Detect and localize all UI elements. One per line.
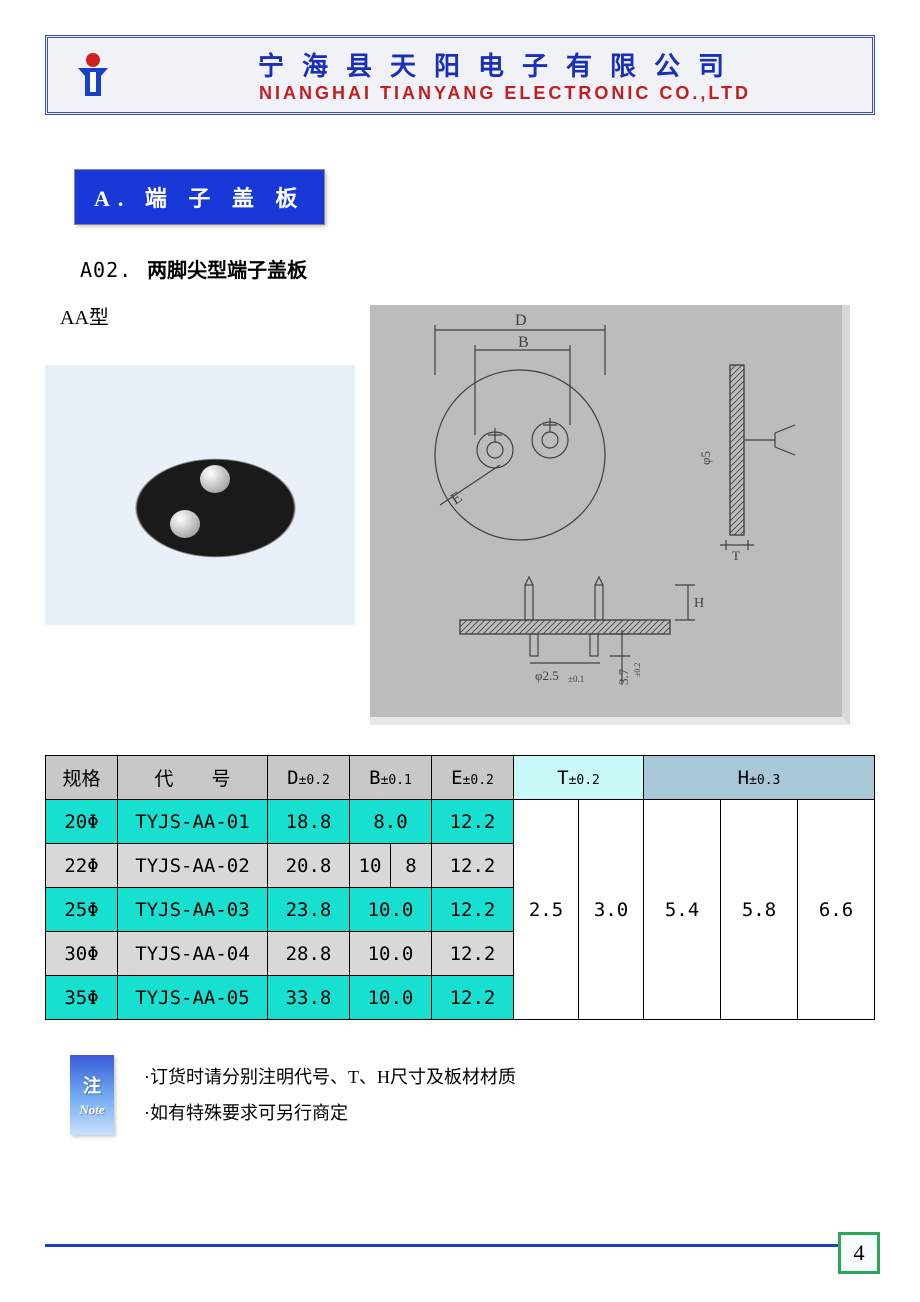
table-cell: 6.6 [797, 800, 874, 1020]
table-cell: 33.8 [268, 976, 350, 1020]
svg-text:E: E [448, 489, 465, 509]
table-body: 20ΦTYJS-AA-0118.88.012.22.53.05.45.86.62… [46, 800, 875, 1020]
note-tab: 注 Note [70, 1055, 114, 1135]
company-logo [68, 50, 118, 100]
svg-text:H: H [694, 596, 704, 611]
col-h: H±0.3 [644, 756, 875, 800]
table-cell: 10.0 [350, 976, 432, 1020]
section-badge: A. 端 子 盖 板 [75, 170, 324, 224]
company-name-block: 宁海县天阳电子有限公司 NIANGHAI TIANYANG ELECTRONIC… [148, 46, 852, 104]
svg-text:φ5: φ5 [698, 451, 713, 465]
table-cell: 22Φ [46, 844, 118, 888]
product-photo [45, 365, 355, 625]
col-e: E±0.2 [432, 756, 514, 800]
table-cell: 3.0 [579, 800, 644, 1020]
spec-table: 规格 代 号 D±0.2 B±0.1 E±0.2 T±0.2 H±0.3 20Φ… [45, 755, 875, 1020]
svg-text:D: D [515, 312, 527, 329]
table-cell: 8 [391, 844, 432, 888]
table-row: 20ΦTYJS-AA-0118.88.012.22.53.05.45.86.6 [46, 800, 875, 844]
table-cell: 5.8 [720, 800, 797, 1020]
table-cell: 20Φ [46, 800, 118, 844]
table-cell: 35Φ [46, 976, 118, 1020]
table-cell: 25Φ [46, 888, 118, 932]
company-name-cn: 宁海县天阳电子有限公司 [148, 46, 852, 83]
subtitle-code: A02. [80, 258, 132, 282]
notes-block: 注 Note ·订货时请分别注明代号、T、H尺寸及板材材质 ·如有特殊要求可另行… [70, 1055, 875, 1135]
section-subtitle: A02. 两脚尖型端子盖板 [80, 254, 875, 283]
svg-text:T: T [732, 548, 740, 563]
svg-text:B: B [518, 334, 529, 351]
subtitle-text: 两脚尖型端子盖板 [147, 260, 307, 282]
table-cell: TYJS-AA-02 [118, 844, 268, 888]
table-cell: 10 [350, 844, 391, 888]
table-cell: 12.2 [432, 888, 514, 932]
section-badge-text: A. 端 子 盖 板 [94, 186, 305, 211]
table-cell: 20.8 [268, 844, 350, 888]
col-spec: 规格 [46, 756, 118, 800]
table-cell: TYJS-AA-05 [118, 976, 268, 1020]
col-d: D±0.2 [268, 756, 350, 800]
company-header: 宁海县天阳电子有限公司 NIANGHAI TIANYANG ELECTRONIC… [45, 35, 875, 115]
note-tab-cn: 注 [83, 1072, 101, 1098]
table-cell: 10.0 [350, 888, 432, 932]
note-line-2: ·如有特殊要求可另行商定 [144, 1095, 516, 1131]
table-cell: 18.8 [268, 800, 350, 844]
table-cell: 10.0 [350, 932, 432, 976]
table-cell: 12.2 [432, 844, 514, 888]
table-cell: TYJS-AA-01 [118, 800, 268, 844]
table-cell: 12.2 [432, 976, 514, 1020]
svg-text:±0.2: ±0.2 [633, 663, 642, 677]
col-t: T±0.2 [514, 756, 644, 800]
company-name-en: NIANGHAI TIANYANG ELECTRONIC CO.,LTD [148, 83, 852, 104]
engineering-diagram: D B E φ5 T [370, 305, 850, 725]
table-cell: 12.2 [432, 932, 514, 976]
note-tab-en: Note [79, 1102, 104, 1118]
svg-text:±0.1: ±0.1 [568, 674, 584, 684]
table-cell: TYJS-AA-03 [118, 888, 268, 932]
col-code: 代 号 [118, 756, 268, 800]
table-cell: 8.0 [350, 800, 432, 844]
footer-rule [45, 1244, 873, 1247]
svg-text:φ2.5: φ2.5 [535, 668, 559, 683]
table-cell: 12.2 [432, 800, 514, 844]
table-cell: 28.8 [268, 932, 350, 976]
note-lines: ·订货时请分别注明代号、T、H尺寸及板材材质 ·如有特殊要求可另行商定 [144, 1059, 516, 1131]
table-cell: 30Φ [46, 932, 118, 976]
figures-row: D B E φ5 T [45, 305, 875, 725]
svg-text:3.7: 3.7 [616, 668, 631, 685]
note-line-1: ·订货时请分别注明代号、T、H尺寸及板材材质 [144, 1059, 516, 1095]
page-number: 4 [838, 1232, 880, 1274]
col-b: B±0.1 [350, 756, 432, 800]
table-header-row: 规格 代 号 D±0.2 B±0.1 E±0.2 T±0.2 H±0.3 [46, 756, 875, 800]
table-cell: 2.5 [514, 800, 579, 1020]
table-cell: 23.8 [268, 888, 350, 932]
table-cell: TYJS-AA-04 [118, 932, 268, 976]
table-cell: 5.4 [644, 800, 721, 1020]
